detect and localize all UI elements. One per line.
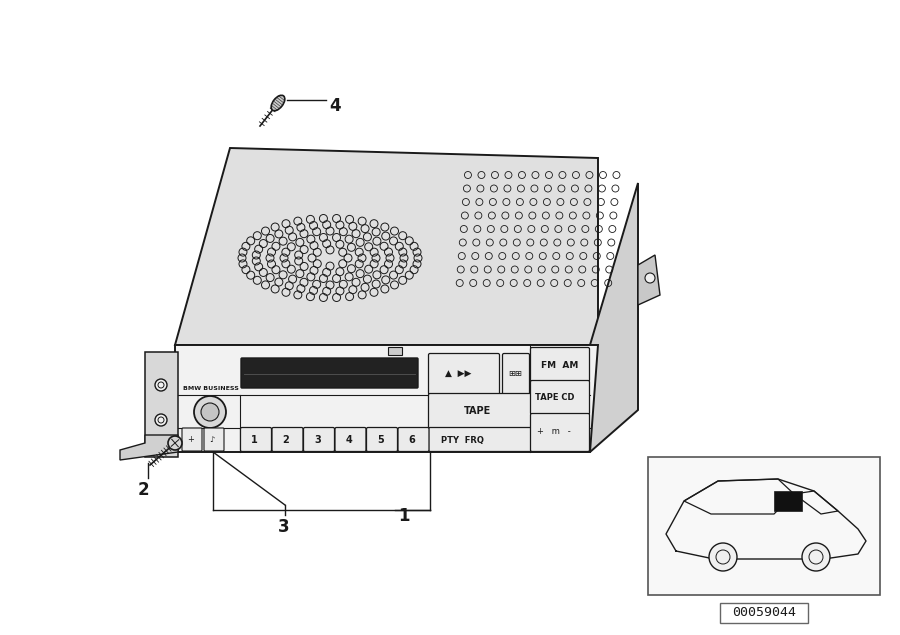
FancyBboxPatch shape — [204, 428, 224, 451]
Text: ♪: ♪ — [209, 436, 214, 444]
Text: 3: 3 — [278, 518, 290, 536]
Polygon shape — [638, 255, 660, 305]
Bar — [720, 603, 808, 623]
Ellipse shape — [271, 95, 284, 110]
Bar — [774, 491, 802, 511]
Bar — [648, 457, 880, 595]
Text: 2: 2 — [283, 435, 289, 445]
Text: 4: 4 — [329, 97, 340, 115]
Text: 00059044: 00059044 — [732, 606, 796, 620]
Text: FM  AM: FM AM — [541, 361, 579, 370]
Text: ⊞⊞: ⊞⊞ — [508, 368, 522, 377]
Text: 2: 2 — [138, 481, 149, 499]
Circle shape — [168, 436, 182, 450]
Text: 1: 1 — [398, 507, 410, 525]
FancyBboxPatch shape — [428, 394, 532, 429]
Text: TAPE: TAPE — [464, 406, 491, 416]
Polygon shape — [590, 183, 638, 452]
FancyBboxPatch shape — [530, 380, 590, 415]
Text: 3: 3 — [314, 435, 320, 445]
Text: +: + — [187, 436, 194, 444]
Text: 1: 1 — [251, 435, 257, 445]
FancyBboxPatch shape — [272, 427, 303, 451]
Text: BMW BUSINESS: BMW BUSINESS — [183, 385, 238, 391]
Circle shape — [155, 414, 167, 426]
Text: ▲  ▶▶: ▲ ▶▶ — [445, 368, 472, 377]
Text: PTY  FRQ: PTY FRQ — [441, 436, 484, 444]
FancyBboxPatch shape — [530, 347, 590, 382]
Circle shape — [645, 273, 655, 283]
Text: TAPE CD: TAPE CD — [535, 392, 574, 401]
Text: 4: 4 — [346, 435, 352, 445]
FancyBboxPatch shape — [428, 427, 532, 451]
Circle shape — [802, 543, 830, 571]
FancyBboxPatch shape — [240, 427, 272, 451]
Circle shape — [201, 403, 219, 421]
Polygon shape — [145, 352, 178, 457]
Circle shape — [194, 396, 226, 428]
Circle shape — [709, 543, 737, 571]
Circle shape — [155, 379, 167, 391]
FancyBboxPatch shape — [182, 428, 202, 451]
FancyBboxPatch shape — [530, 413, 590, 451]
FancyBboxPatch shape — [241, 358, 418, 388]
Polygon shape — [175, 148, 598, 345]
FancyBboxPatch shape — [366, 427, 398, 451]
Polygon shape — [120, 435, 178, 460]
Text: 6: 6 — [409, 435, 415, 445]
Text: +   m   -: + m - — [537, 427, 571, 436]
Polygon shape — [175, 345, 598, 452]
Text: 5: 5 — [377, 435, 383, 445]
FancyBboxPatch shape — [502, 354, 529, 394]
Bar — [388, 347, 402, 355]
FancyBboxPatch shape — [428, 354, 500, 394]
FancyBboxPatch shape — [398, 427, 429, 451]
FancyBboxPatch shape — [303, 427, 335, 451]
FancyBboxPatch shape — [335, 427, 366, 451]
